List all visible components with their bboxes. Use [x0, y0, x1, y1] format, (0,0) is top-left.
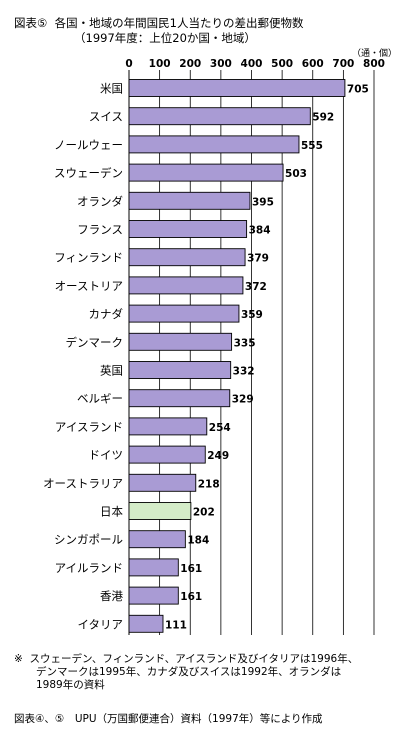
value-label: 184 [187, 535, 209, 547]
category-label: フィンランド [54, 251, 123, 265]
value-label: 254 [209, 422, 231, 434]
source-note: 図表④、⑤ UPU（万国郵便連合）資料（1997年）等により作成 [14, 713, 323, 725]
bar [128, 361, 232, 379]
value-label: 161 [180, 563, 202, 575]
category-label: デンマーク [66, 335, 124, 349]
value-label: 372 [245, 281, 267, 293]
value-label: 503 [285, 168, 307, 180]
category-label: アイスランド [55, 420, 123, 434]
value-label: 329 [232, 394, 254, 406]
category-label: ノールウェー [54, 138, 123, 152]
category-label: 英国 [100, 364, 123, 378]
category-label: 香港 [100, 589, 123, 603]
title-line-1: 図表⑤ 各国・地域の年間国民1人当たりの差出郵便物数 [14, 16, 394, 31]
category-label: カナダ [89, 307, 124, 321]
footnote-line-1: スウェーデン、フィンランド、アイスランド及びイタリアは1996年、 [29, 653, 359, 665]
bar-chart: （通・個） 0 100 200 300 400 500 600 700 800 米国 705 スイス 59… [43, 47, 397, 635]
bar [128, 107, 311, 126]
bar [128, 276, 244, 295]
bar [128, 191, 251, 210]
value-label: 592 [312, 112, 334, 124]
category-label: ドイツ [89, 448, 124, 462]
value-label: 359 [241, 309, 263, 321]
x-tick-label: 100 [149, 58, 171, 70]
value-label: 395 [252, 196, 274, 208]
category-label: スウェーデン [54, 166, 123, 180]
x-tick-label: 500 [271, 58, 293, 70]
bar [128, 502, 192, 520]
category-label: シンガポール [54, 533, 123, 547]
bar [128, 558, 179, 577]
bar [128, 614, 164, 633]
bar [128, 586, 179, 605]
bar [128, 135, 300, 154]
value-label: 218 [198, 478, 220, 490]
category-label: フランス [77, 223, 123, 237]
bar [128, 332, 233, 351]
category-label: アイルランド [55, 561, 123, 575]
category-label: オランダ [77, 194, 123, 208]
value-label: 249 [207, 450, 229, 462]
bar [128, 530, 186, 549]
bar [128, 248, 246, 267]
value-label: 202 [193, 507, 215, 519]
category-label: 米国 [100, 82, 123, 96]
value-label: 161 [180, 591, 202, 603]
chart-subtitle: （1997年度：上位20か国・地域） [74, 31, 256, 45]
value-label: 379 [247, 253, 269, 265]
category-label: スイス [89, 110, 123, 124]
x-tick-label: 0 [125, 58, 132, 70]
category-label: イタリア [77, 617, 123, 631]
x-tick-label: 300 [210, 58, 232, 70]
value-label: 555 [301, 140, 323, 152]
value-label: 332 [233, 366, 255, 378]
bar [128, 79, 346, 97]
chart-title: 各国・地域の年間国民1人当たりの差出郵便物数 [54, 16, 304, 30]
value-label: 384 [249, 225, 271, 237]
unit-label: （通・個） [352, 47, 397, 59]
category-label: 日本 [100, 505, 123, 519]
x-tick-label: 800 [363, 58, 385, 70]
bar [128, 304, 240, 323]
bar [128, 163, 284, 182]
value-label: 111 [165, 619, 187, 631]
bar [128, 417, 208, 436]
category-label: オーストリア [55, 279, 123, 293]
value-label: 705 [347, 84, 369, 96]
bar [128, 220, 248, 238]
footnote-line-2: デンマークは1995年、カナダ及びスイスは1992年、オランダは [36, 666, 342, 678]
x-tick-label: 200 [179, 58, 201, 70]
bar [128, 445, 206, 464]
chart-title-block: 図表⑤ 各国・地域の年間国民1人当たりの差出郵便物数 （1997年度：上位20か… [14, 16, 394, 46]
footnote-mark: ※ [14, 653, 23, 665]
x-tick-label: 400 [241, 58, 263, 70]
x-tick-label: 600 [302, 58, 324, 70]
figure-number: 図表⑤ [14, 16, 48, 30]
bar [128, 473, 197, 492]
bar [128, 389, 231, 408]
footnotes: ※ スウェーデン、フィンランド、アイスランド及びイタリアは1996年、 デンマー… [14, 653, 399, 692]
footnote-line-3: 1989年の資料 [36, 679, 105, 691]
x-tick-label: 700 [332, 58, 354, 70]
value-label: 335 [234, 337, 256, 349]
category-label: オーストラリア [43, 476, 123, 490]
category-label: ベルギー [77, 392, 123, 406]
